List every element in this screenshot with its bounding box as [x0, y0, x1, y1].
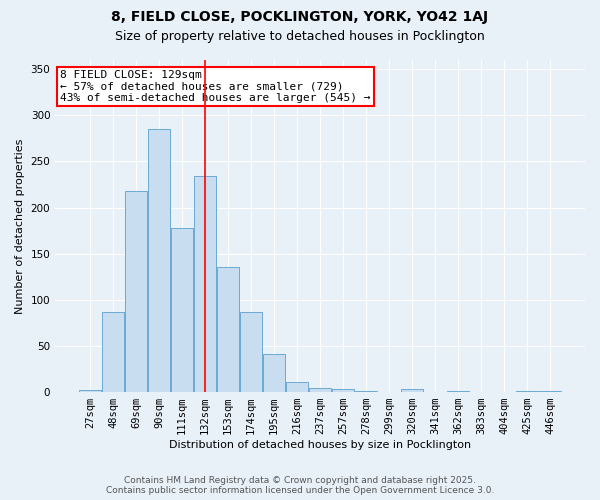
Bar	[102, 312, 124, 392]
Text: 8, FIELD CLOSE, POCKLINGTON, YORK, YO42 1AJ: 8, FIELD CLOSE, POCKLINGTON, YORK, YO42 …	[112, 10, 488, 24]
Bar	[125, 191, 147, 392]
Bar	[401, 390, 423, 392]
Bar	[240, 312, 262, 392]
Bar	[263, 354, 285, 392]
Text: Size of property relative to detached houses in Pocklington: Size of property relative to detached ho…	[115, 30, 485, 43]
Bar	[447, 391, 469, 392]
Bar	[516, 391, 538, 392]
Bar	[217, 266, 239, 392]
Bar	[332, 390, 354, 392]
Bar	[539, 391, 561, 392]
Text: Contains HM Land Registry data © Crown copyright and database right 2025.
Contai: Contains HM Land Registry data © Crown c…	[106, 476, 494, 495]
Bar	[194, 176, 216, 392]
Bar	[309, 388, 331, 392]
Bar	[79, 390, 101, 392]
Bar	[148, 129, 170, 392]
Bar	[355, 391, 377, 392]
X-axis label: Distribution of detached houses by size in Pocklington: Distribution of detached houses by size …	[169, 440, 471, 450]
Text: 8 FIELD CLOSE: 129sqm
← 57% of detached houses are smaller (729)
43% of semi-det: 8 FIELD CLOSE: 129sqm ← 57% of detached …	[61, 70, 371, 103]
Bar	[286, 382, 308, 392]
Bar	[171, 228, 193, 392]
Y-axis label: Number of detached properties: Number of detached properties	[15, 138, 25, 314]
